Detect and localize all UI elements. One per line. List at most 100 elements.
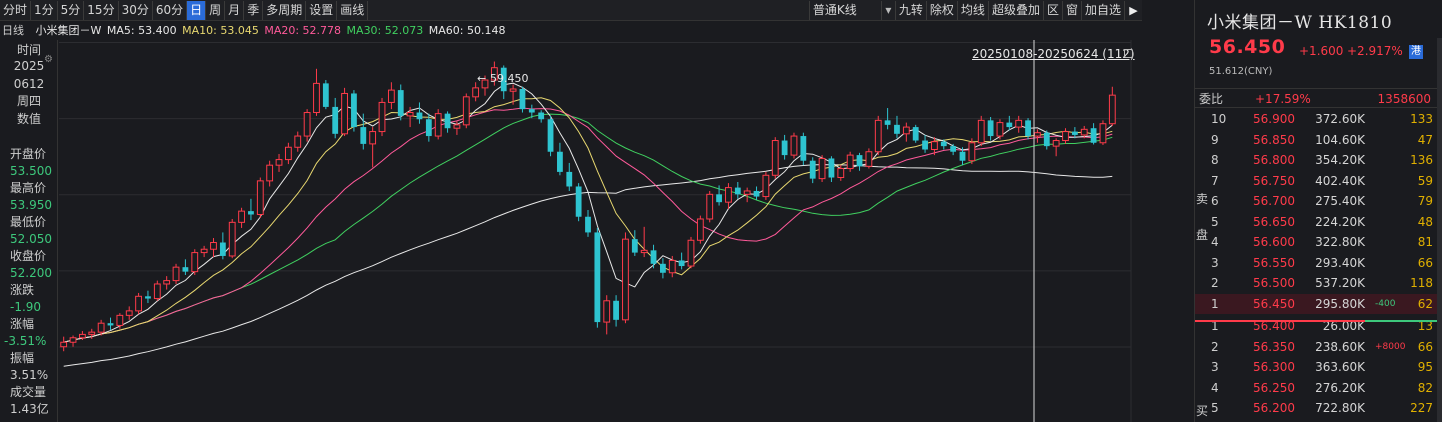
candle bbox=[116, 313, 124, 329]
panel-scrollbar[interactable] bbox=[1437, 38, 1442, 422]
window-button[interactable]: 窗 bbox=[1061, 0, 1081, 20]
candle bbox=[622, 232, 629, 324]
candle bbox=[1015, 115, 1023, 133]
market-badge: 港 bbox=[1409, 45, 1423, 59]
candle bbox=[987, 117, 994, 141]
candle bbox=[472, 82, 480, 102]
ask-row[interactable]: 2 56.500 537.20K 118 bbox=[1195, 273, 1437, 294]
candle bbox=[538, 110, 545, 123]
candle bbox=[968, 138, 976, 165]
order-count: 66 bbox=[1417, 339, 1433, 354]
order-price: 56.550 bbox=[1253, 255, 1295, 270]
period-tab-5min[interactable]: 5分 bbox=[58, 0, 85, 20]
draw-line-button[interactable]: 画线 bbox=[337, 0, 369, 20]
candle bbox=[902, 122, 910, 142]
period-tab-week[interactable]: 周 bbox=[206, 0, 226, 20]
candle bbox=[1071, 127, 1078, 139]
candle bbox=[453, 121, 461, 135]
lock-icon[interactable] bbox=[1124, 49, 1133, 58]
period-tab-month[interactable]: 月 bbox=[225, 0, 245, 20]
order-volume: 322.80K bbox=[1315, 235, 1365, 249]
weekday-value: 周四 bbox=[16, 94, 41, 108]
settings-button[interactable]: 设置 bbox=[306, 0, 338, 20]
order-level: 10 bbox=[1211, 112, 1227, 126]
period-tab-15min[interactable]: 15分 bbox=[84, 0, 119, 20]
bid-row[interactable]: 1 56.400 26.00K 13 bbox=[1195, 316, 1437, 337]
gear-icon[interactable]: ⚙ bbox=[44, 54, 53, 65]
ask-row[interactable]: 1 56.450 295.80K -400 62 bbox=[1195, 293, 1437, 314]
order-price: 56.450 bbox=[1253, 296, 1295, 311]
ask-row[interactable]: 3 56.550 293.40K 66 bbox=[1195, 253, 1437, 274]
candle bbox=[1099, 120, 1107, 146]
moving-average-button[interactable]: 均线 bbox=[956, 0, 988, 20]
period-label: 日线 bbox=[2, 24, 24, 37]
candle bbox=[182, 259, 189, 276]
candlestick-chart[interactable]: 61.14854.35547.56240.76933.976 59.450 ← bbox=[59, 40, 1142, 422]
period-tab-multi[interactable]: 多周期 bbox=[263, 0, 307, 20]
bid-row[interactable]: 4 56.250 276.20K 82 bbox=[1195, 378, 1437, 399]
period-tab-60min[interactable]: 60分 bbox=[153, 0, 188, 20]
candle bbox=[837, 165, 845, 181]
period-tab-1min[interactable]: 1分 bbox=[31, 0, 58, 20]
ask-bid-divider bbox=[1195, 320, 1437, 322]
crosshair-info-panel: ⚙ 时间 2025 0612 周四 数值 开盘价 53.500 最高价 53.9… bbox=[0, 40, 58, 422]
candle bbox=[931, 137, 938, 156]
order-price: 56.250 bbox=[1253, 380, 1295, 395]
candle bbox=[294, 131, 302, 152]
ask-row[interactable]: 8 56.800 354.20K 136 bbox=[1195, 150, 1437, 171]
candle bbox=[781, 134, 788, 160]
high-value: 53.950 bbox=[10, 198, 52, 212]
range-button[interactable]: 区 bbox=[1042, 0, 1062, 20]
candle bbox=[575, 183, 582, 222]
order-price: 56.300 bbox=[1253, 360, 1295, 374]
ask-row[interactable]: 9 56.850 104.60K 47 bbox=[1195, 130, 1437, 151]
candle bbox=[406, 106, 414, 128]
candle bbox=[135, 292, 142, 315]
add-watchlist-button[interactable]: 加自选 bbox=[1080, 0, 1124, 20]
candle bbox=[894, 115, 900, 139]
order-volume: 372.60K bbox=[1315, 112, 1365, 126]
ask-row[interactable]: 4 56.600 322.80K 81 bbox=[1195, 232, 1437, 253]
order-count: 13 bbox=[1417, 319, 1433, 333]
order-price: 56.850 bbox=[1253, 132, 1295, 147]
candle bbox=[219, 232, 226, 260]
open-value: 53.500 bbox=[10, 164, 52, 178]
period-tab-day[interactable]: 日 bbox=[187, 0, 207, 20]
order-level: 3 bbox=[1211, 360, 1219, 374]
period-tab-quarter[interactable]: 季 bbox=[244, 0, 264, 20]
ask-row[interactable]: 7 56.750 402.40K 59 bbox=[1195, 171, 1437, 192]
candle bbox=[490, 61, 498, 86]
bid-row[interactable]: 5 56.200 722.80K 227 bbox=[1195, 398, 1437, 419]
candle bbox=[828, 156, 835, 182]
order-level: 7 bbox=[1211, 173, 1219, 188]
candle bbox=[1090, 123, 1097, 145]
ask-row[interactable]: 10 56.900 372.60K 133 bbox=[1195, 109, 1437, 130]
candle bbox=[613, 295, 619, 327]
candle bbox=[275, 153, 283, 172]
nine-turn-button[interactable]: 九转 bbox=[894, 0, 926, 20]
candle bbox=[790, 132, 798, 159]
super-overlay-button[interactable]: 超级叠加 bbox=[987, 0, 1043, 20]
ma10-value: MA10: 53.045 bbox=[182, 24, 259, 37]
date-range-link[interactable]: 20250108-20250624 (112) bbox=[972, 47, 1135, 61]
candle bbox=[678, 252, 685, 270]
candle bbox=[69, 335, 77, 347]
period-tab-30min[interactable]: 30分 bbox=[119, 0, 153, 20]
bid-row[interactable]: 3 56.300 363.60K 95 bbox=[1195, 357, 1437, 378]
kline-type-select[interactable]: 普通K线 bbox=[808, 0, 881, 20]
ask-row[interactable]: 5 56.650 224.20K 48 bbox=[1195, 212, 1437, 233]
candle bbox=[865, 148, 873, 169]
change-value: -1.90 bbox=[10, 300, 42, 314]
chevron-down-icon[interactable]: ▾ bbox=[880, 0, 895, 20]
period-tab-timeshare[interactable]: 分时 bbox=[0, 0, 32, 20]
candle bbox=[1034, 129, 1041, 143]
candle bbox=[762, 171, 770, 200]
collapse-panel-icon[interactable]: ▶ bbox=[1124, 0, 1142, 20]
ma-legend: 日线 小米集团－W MA5: 53.400 MA10: 53.045 MA20:… bbox=[0, 22, 1142, 40]
bid-row[interactable]: 2 56.350 238.60K +8000 66 bbox=[1195, 337, 1437, 358]
candle bbox=[284, 142, 292, 165]
ex-rights-button[interactable]: 除权 bbox=[925, 0, 957, 20]
ask-row[interactable]: 6 56.700 275.40K 79 bbox=[1195, 191, 1437, 212]
candle bbox=[547, 115, 554, 157]
candle bbox=[603, 295, 611, 335]
